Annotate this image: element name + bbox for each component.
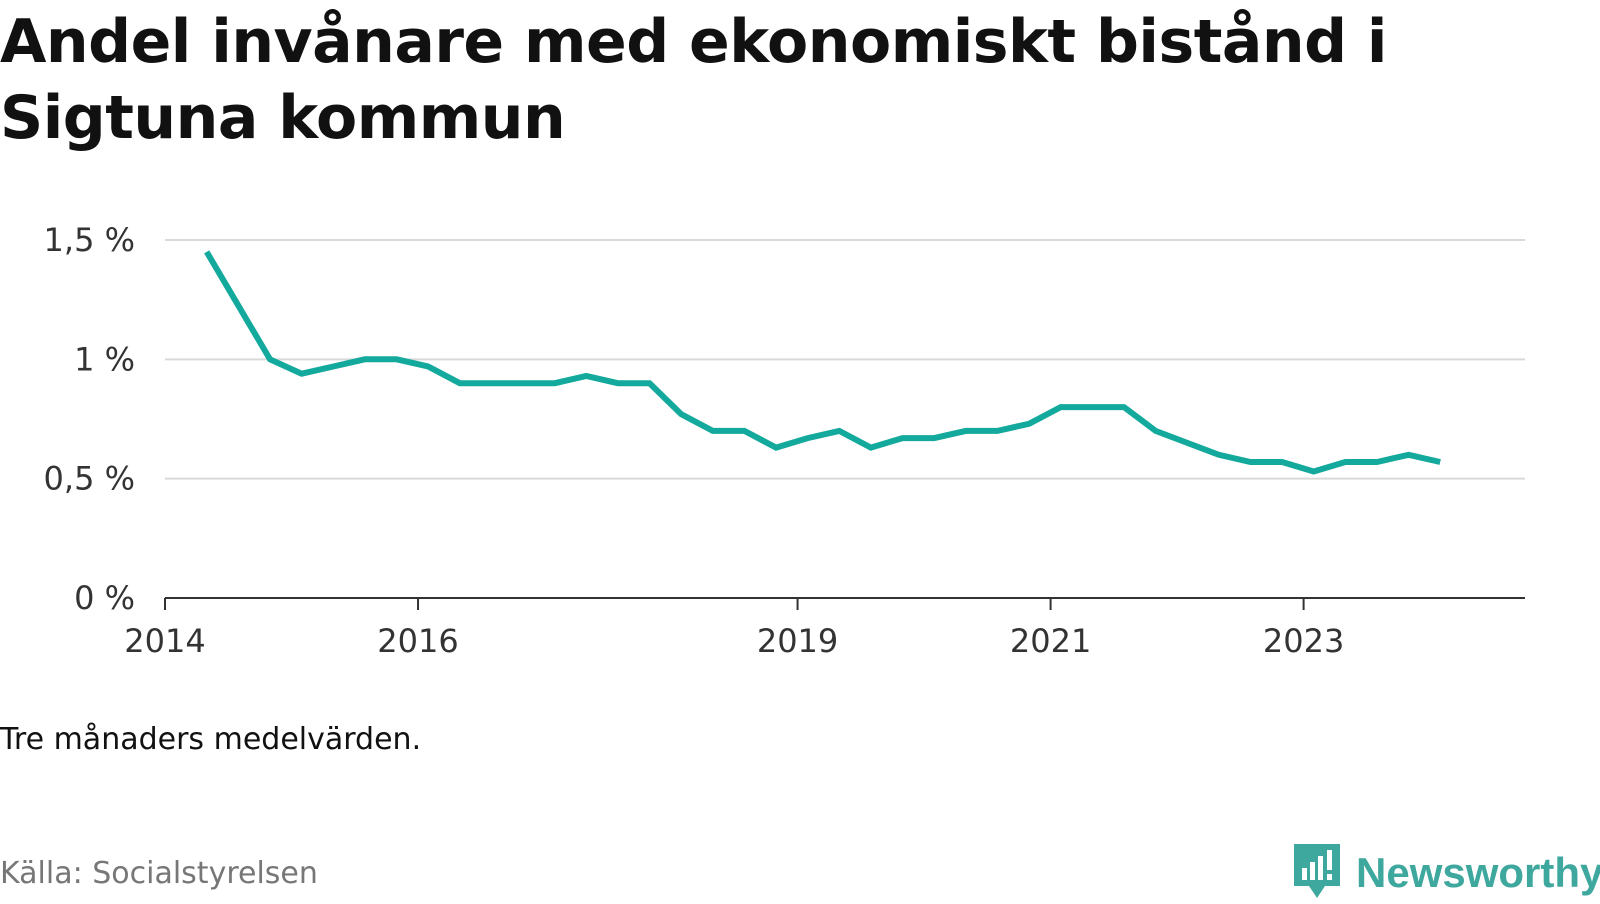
data-point — [900, 435, 906, 441]
data-point — [394, 356, 400, 362]
source-credit: Källa: Socialstyrelsen — [0, 856, 318, 891]
data-point — [520, 380, 526, 386]
data-point — [741, 428, 747, 434]
data-point — [1089, 404, 1095, 410]
data-point — [204, 249, 210, 255]
y-tick-label: 0 % — [74, 579, 135, 617]
data-point — [1216, 452, 1222, 458]
data-point — [1121, 404, 1127, 410]
x-tick-label: 2023 — [1263, 622, 1344, 660]
data-point — [488, 380, 494, 386]
data-point — [1437, 459, 1443, 465]
data-point — [1342, 459, 1348, 465]
data-point — [994, 428, 1000, 434]
data-point — [647, 380, 653, 386]
line-chart: 0 % 0,5 % 1 % 1,5 % 2014 2016 2019 2021 2023 — [44, 221, 1525, 660]
data-point — [457, 380, 463, 386]
y-tick-labels: 0 % 0,5 % 1 % 1,5 % — [44, 221, 135, 617]
data-point — [552, 380, 558, 386]
data-point — [1406, 452, 1412, 458]
data-point — [773, 445, 779, 451]
data-point — [1058, 404, 1064, 410]
data-point — [583, 373, 589, 379]
data-point — [267, 356, 273, 362]
x-tick-label: 2014 — [124, 622, 205, 660]
data-point — [710, 428, 716, 434]
data-point — [868, 445, 874, 451]
data-point — [1247, 459, 1253, 465]
x-tick-label: 2016 — [377, 622, 458, 660]
data-point — [805, 435, 811, 441]
data-point — [931, 435, 937, 441]
data-point — [1311, 469, 1317, 475]
data-point — [1026, 421, 1032, 427]
x-tick-label: 2019 — [757, 622, 838, 660]
data-point — [1279, 459, 1285, 465]
series-line — [204, 250, 1441, 475]
series-layer — [204, 249, 1443, 475]
y-tick-label: 1 % — [74, 340, 135, 378]
data-point — [1153, 428, 1159, 434]
data-point — [615, 380, 621, 386]
x-axis — [164, 597, 1525, 610]
chart-title: Andel invånare med ekonomiskt bistånd i … — [0, 7, 1387, 153]
newsworthy-logo-icon — [1292, 842, 1342, 904]
brand-name: Newsworthy — [1356, 849, 1600, 896]
newsworthy-logo[interactable]: Newsworthy — [1292, 842, 1600, 904]
chart-note: Tre månaders medelvärden. — [0, 722, 422, 757]
data-point — [678, 411, 684, 417]
data-point — [330, 363, 336, 369]
y-tick-label: 0,5 % — [44, 460, 135, 498]
data-point — [1374, 459, 1380, 465]
x-tick-labels: 2014 2016 2019 2021 2023 — [124, 622, 1344, 660]
data-point — [362, 356, 368, 362]
data-point — [425, 363, 431, 369]
data-point — [299, 371, 305, 377]
data-point — [836, 428, 842, 434]
y-tick-label: 1,5 % — [44, 221, 135, 259]
x-tick-label: 2021 — [1010, 622, 1091, 660]
data-point — [963, 428, 969, 434]
